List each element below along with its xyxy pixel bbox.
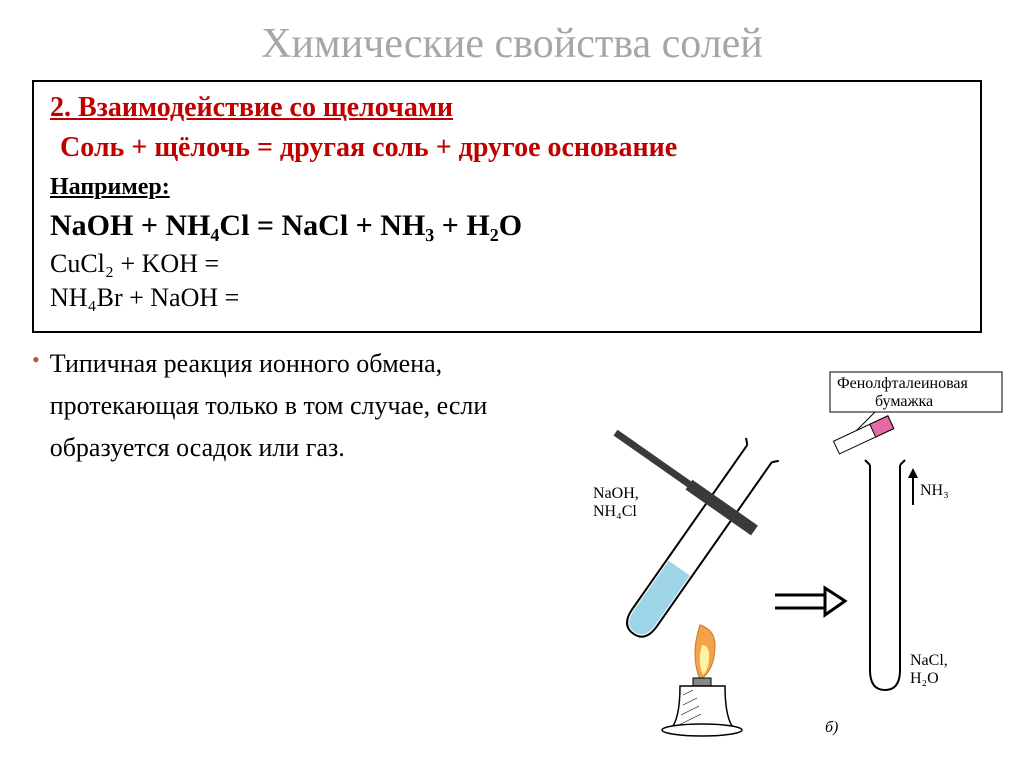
- tube2-label-2: H₂O: [910, 670, 939, 687]
- reaction-rule: Соль + щёлочь = другая соль + другое осн…: [60, 132, 964, 164]
- indicator-label-2: бумажка: [875, 393, 933, 410]
- equation-3: NH₄Br + NaOH =: [50, 283, 964, 313]
- reaction-diagram: Фенолфталеиновая бумажка NH₃ NaCl, H₂O: [575, 370, 1005, 740]
- test-tube-right: [865, 460, 905, 690]
- tube1-label-1: NaOH,: [593, 485, 639, 502]
- equation-main: NaOH + NH₄Cl = NaCl + NH₃ + H₂O: [50, 209, 964, 243]
- indicator-strip: [833, 416, 893, 454]
- example-label: Например:: [50, 174, 964, 201]
- page-title: Химические свойства солей: [32, 20, 992, 68]
- tube2-label-1: NaCl,: [910, 652, 948, 669]
- bullet-marker: •: [32, 343, 40, 469]
- indicator-label-1: Фенолфталеиновая: [837, 375, 969, 392]
- burner: [662, 625, 742, 736]
- tube1-label-2: NH₄Cl: [593, 503, 637, 520]
- content-box: 2. Взаимодействие со щелочами Соль + щёл…: [32, 80, 982, 333]
- transfer-arrow: [775, 588, 845, 615]
- equation-2: CuCl₂ + KOH =: [50, 249, 964, 279]
- slide: Химические свойства солей 2. Взаимодейст…: [0, 0, 1024, 767]
- nh3-label: NH₃: [920, 482, 949, 499]
- section-heading: 2. Взаимодействие со щелочами: [50, 92, 964, 124]
- nh3-arrow: [908, 468, 918, 505]
- bullet-text: Типичная реакция ионного обмена, протека…: [50, 343, 590, 469]
- panel-label: б): [825, 719, 838, 736]
